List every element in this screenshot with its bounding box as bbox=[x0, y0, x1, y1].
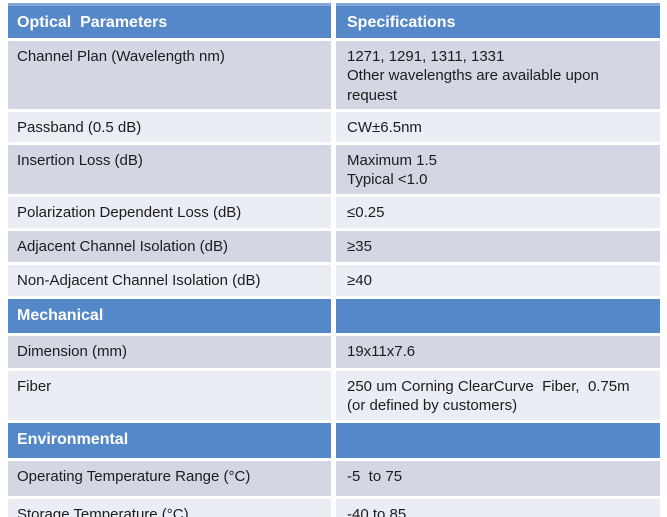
param-channel-plan: Channel Plan (Wavelength nm) bbox=[8, 40, 331, 110]
section-title-environmental-spacer bbox=[336, 422, 660, 458]
spec-channel-plan: 1271, 1291, 1311, 1331 Other wavelengths… bbox=[336, 40, 660, 110]
table-row-adjacent-channel-isolation: Adjacent Channel Isolation (dB) ≥35 bbox=[8, 230, 660, 262]
table-row-insertion-loss: Insertion Loss (dB) Maximum 1.5 Typical … bbox=[8, 144, 660, 194]
spec-passband: CW±6.5nm bbox=[336, 112, 660, 142]
section-title-mechanical: Mechanical bbox=[8, 298, 331, 333]
param-operating-temperature: Operating Temperature Range (°C) bbox=[8, 460, 331, 496]
param-fiber: Fiber bbox=[8, 370, 331, 420]
spec-storage-temperature: -40 to 85 bbox=[336, 498, 660, 517]
table-header-row: Optical Parameters Specifications bbox=[8, 3, 660, 38]
spec-dimension: 19x11x7.6 bbox=[336, 335, 660, 368]
spec-table: Optical Parameters Specifications Channe… bbox=[8, 3, 660, 517]
param-adjacent-channel-isolation: Adjacent Channel Isolation (dB) bbox=[8, 230, 331, 262]
table-row-channel-plan: Channel Plan (Wavelength nm) 1271, 1291,… bbox=[8, 40, 660, 110]
table-row-polarization-dependent-loss: Polarization Dependent Loss (dB) ≤0.25 bbox=[8, 196, 660, 228]
section-header-mechanical: Mechanical bbox=[8, 298, 660, 333]
spec-adjacent-channel-isolation: ≥35 bbox=[336, 230, 660, 262]
table-row-dimension: Dimension (mm) 19x11x7.6 bbox=[8, 335, 660, 368]
column-header-specifications: Specifications bbox=[336, 3, 660, 38]
param-storage-temperature: Storage Temperature (°C) bbox=[8, 498, 331, 517]
spec-fiber: 250 um Corning ClearCurve Fiber, 0.75m (… bbox=[336, 370, 660, 420]
param-non-adjacent-channel-isolation: Non-Adjacent Channel Isolation (dB) bbox=[8, 264, 331, 296]
section-title-environmental: Environmental bbox=[8, 422, 331, 458]
param-insertion-loss: Insertion Loss (dB) bbox=[8, 144, 331, 194]
table-row-operating-temperature: Operating Temperature Range (°C) -5 to 7… bbox=[8, 460, 660, 496]
table-row-fiber: Fiber 250 um Corning ClearCurve Fiber, 0… bbox=[8, 370, 660, 420]
spec-non-adjacent-channel-isolation: ≥40 bbox=[336, 264, 660, 296]
spec-insertion-loss: Maximum 1.5 Typical <1.0 bbox=[336, 144, 660, 194]
column-header-optical-parameters: Optical Parameters bbox=[8, 3, 331, 38]
section-title-mechanical-spacer bbox=[336, 298, 660, 333]
table-row-passband: Passband (0.5 dB) CW±6.5nm bbox=[8, 112, 660, 142]
spec-operating-temperature: -5 to 75 bbox=[336, 460, 660, 496]
table-row-non-adjacent-channel-isolation: Non-Adjacent Channel Isolation (dB) ≥40 bbox=[8, 264, 660, 296]
section-header-environmental: Environmental bbox=[8, 422, 660, 458]
param-dimension: Dimension (mm) bbox=[8, 335, 331, 368]
param-polarization-dependent-loss: Polarization Dependent Loss (dB) bbox=[8, 196, 331, 228]
param-passband: Passband (0.5 dB) bbox=[8, 112, 331, 142]
table-row-storage-temperature: Storage Temperature (°C) -40 to 85 bbox=[8, 498, 660, 517]
spec-polarization-dependent-loss: ≤0.25 bbox=[336, 196, 660, 228]
